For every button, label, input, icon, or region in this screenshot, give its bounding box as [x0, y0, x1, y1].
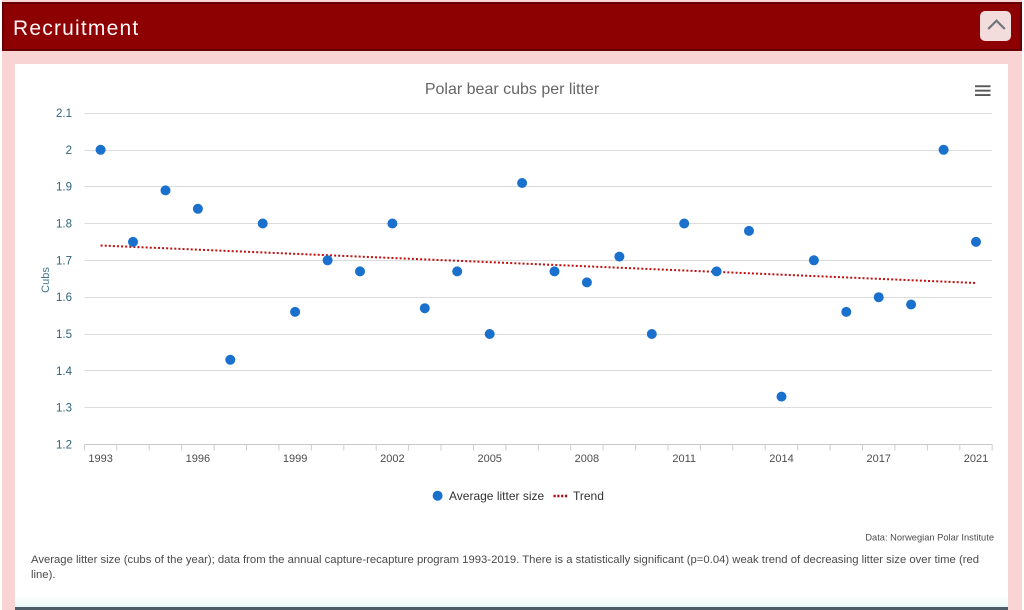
svg-text:2005: 2005	[477, 453, 501, 465]
svg-text:1.7: 1.7	[56, 255, 72, 267]
svg-text:1.2: 1.2	[56, 440, 72, 452]
svg-text:2002: 2002	[380, 453, 404, 465]
svg-text:2.1: 2.1	[56, 108, 72, 120]
svg-text:1993: 1993	[88, 453, 112, 465]
svg-text:2021: 2021	[964, 453, 988, 465]
svg-text:1.3: 1.3	[56, 403, 72, 415]
svg-text:1.4: 1.4	[56, 366, 73, 378]
svg-text:2011: 2011	[672, 453, 696, 465]
svg-text:1.6: 1.6	[56, 292, 72, 304]
svg-text:Trend: Trend	[573, 489, 604, 503]
svg-text:1999: 1999	[283, 453, 307, 465]
svg-text:Cubs: Cubs	[40, 267, 52, 293]
svg-text:2017: 2017	[866, 453, 890, 465]
svg-text:Average litter size: Average litter size	[449, 489, 544, 503]
svg-text:1.9: 1.9	[56, 182, 72, 194]
svg-text:2014: 2014	[769, 453, 793, 465]
svg-text:2: 2	[66, 145, 72, 157]
svg-text:1996: 1996	[186, 453, 210, 465]
svg-text:1.5: 1.5	[56, 329, 72, 341]
svg-text:Polar bear cubs per litter: Polar bear cubs per litter	[425, 81, 600, 98]
svg-text:Data: Norwegian Polar Institut: Data: Norwegian Polar Institute	[865, 533, 994, 543]
svg-text:1.8: 1.8	[56, 219, 72, 231]
svg-text:2008: 2008	[575, 453, 599, 465]
